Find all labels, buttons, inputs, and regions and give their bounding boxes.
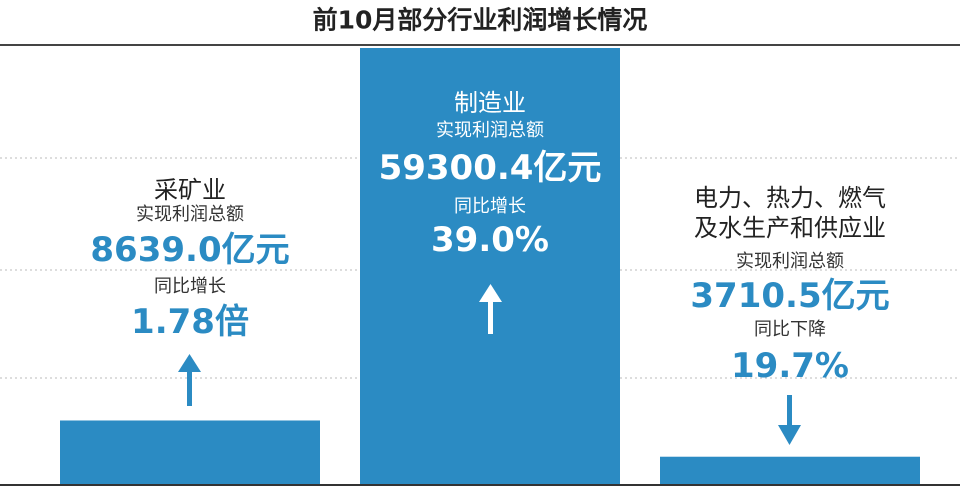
change-label: 同比下降: [754, 318, 826, 340]
change-label: 同比增长: [454, 195, 526, 217]
category-label: 电力、热力、燃气及水生产和供应业: [694, 184, 886, 242]
value-label: 8639.0亿元: [90, 229, 290, 270]
bar: [360, 48, 620, 484]
metric-label: 实现利润总额: [436, 119, 544, 141]
value-label: 59300.4亿元: [378, 147, 602, 188]
arrow-up: [178, 354, 201, 406]
metric-label: 实现利润总额: [136, 203, 244, 225]
category-label: 采矿业: [154, 176, 226, 204]
change-label: 同比增长: [154, 275, 226, 297]
change-value: 39.0%: [431, 219, 549, 260]
arrow-up: [479, 284, 502, 334]
bar: [60, 420, 320, 484]
change-value: 19.7%: [731, 345, 849, 386]
metric-label: 实现利润总额: [736, 250, 844, 272]
category-label: 制造业: [454, 89, 526, 117]
change-value: 1.78倍: [131, 301, 249, 342]
bar: [660, 456, 920, 484]
chart-title: 前10月部分行业利润增长情况: [312, 5, 648, 35]
value-label: 3710.5亿元: [690, 275, 890, 316]
arrow-down: [778, 395, 801, 445]
